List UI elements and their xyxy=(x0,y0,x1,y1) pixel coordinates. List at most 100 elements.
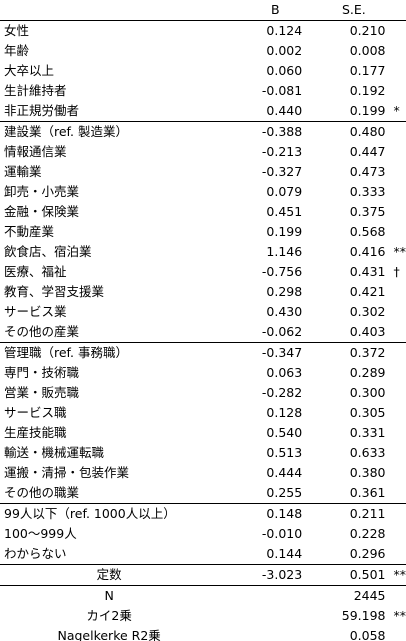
table-row: 定数 -3.023 0.501 ** xyxy=(0,564,406,586)
coef-b: -0.010 xyxy=(261,526,303,541)
header-row: B S.E. xyxy=(0,0,406,21)
row-label: 情報通信業 xyxy=(4,144,67,159)
row-label: 不動産業 xyxy=(4,224,55,239)
significance xyxy=(386,202,406,222)
significance xyxy=(385,585,406,606)
coef-b: 0.298 xyxy=(266,284,303,299)
coef-b: 0.060 xyxy=(266,63,303,78)
row-label: 金融・保険業 xyxy=(4,204,80,219)
coef-b: 0.430 xyxy=(266,304,303,319)
std-error: 0.372 xyxy=(302,342,386,363)
significance xyxy=(386,61,406,81)
row-label: 定数 xyxy=(0,564,219,586)
coef-b xyxy=(218,606,302,626)
table-row: わからない 0.144 0.296 xyxy=(0,544,406,565)
significance xyxy=(385,20,406,41)
table-row: サービス職 0.128 0.305 xyxy=(0,403,406,423)
row-label: わからない xyxy=(4,546,67,561)
table-row: 教育、学習支援業 0.298 0.421 xyxy=(0,282,406,302)
coef-b: 0.451 xyxy=(266,204,303,219)
header-b: B xyxy=(270,2,280,17)
table-row: 管理職（ref. 事務職） -0.347 0.372 xyxy=(0,342,406,363)
significance xyxy=(386,302,406,322)
row-label: その他の産業 xyxy=(4,324,80,339)
table-row: 輸送・機械運転職 0.513 0.633 xyxy=(0,443,406,463)
std-error: 0.380 xyxy=(349,465,386,480)
row-label: 生計維持者 xyxy=(4,83,67,98)
coef-b: -0.388 xyxy=(218,121,303,142)
std-error: 0.501 xyxy=(302,564,386,586)
table-row: 年齢 0.002 0.008 xyxy=(0,41,406,61)
row-label: 100～999人 xyxy=(4,526,77,541)
coef-b: -3.023 xyxy=(218,564,303,586)
table-row: 営業・販売職 -0.282 0.300 xyxy=(0,383,406,403)
table-row: その他の産業 -0.062 0.403 xyxy=(0,322,406,343)
std-error: 0.421 xyxy=(349,284,386,299)
coef-b xyxy=(218,626,303,641)
table-row: N 2445 xyxy=(0,585,406,606)
coef-b: 0.540 xyxy=(266,425,303,440)
row-label: サービス業 xyxy=(4,304,67,319)
std-error: 0.331 xyxy=(349,425,386,440)
table-row: 飲食店、宿泊業 1.146 0.416 ** xyxy=(0,242,406,262)
table-row: その他の職業 0.255 0.361 xyxy=(0,483,406,504)
significance xyxy=(386,182,406,202)
table-row: 大卒以上 0.060 0.177 xyxy=(0,61,406,81)
table-row: 非正規労働者 0.440 0.199 * xyxy=(0,101,406,122)
std-error: 0.177 xyxy=(349,63,386,78)
significance xyxy=(385,121,406,142)
std-error: 0.403 xyxy=(349,324,386,339)
std-error: 0.375 xyxy=(349,204,386,219)
significance xyxy=(386,423,406,443)
std-error: 0.361 xyxy=(349,485,386,500)
table-row: 生計維持者 -0.081 0.192 xyxy=(0,81,406,101)
table-row: 運搬・清掃・包装作業 0.444 0.380 xyxy=(0,463,406,483)
row-label: 建設業（ref. 製造業） xyxy=(0,121,219,142)
significance xyxy=(385,503,406,524)
table-row: 100～999人 -0.010 0.228 xyxy=(0,524,406,544)
significance xyxy=(386,322,406,343)
row-label: 医療、福祉 xyxy=(4,264,67,279)
std-error: 0.300 xyxy=(349,385,386,400)
table-row: 卸売・小売業 0.079 0.333 xyxy=(0,182,406,202)
table-row: 生産技能職 0.540 0.331 xyxy=(0,423,406,443)
coef-b: 0.128 xyxy=(266,405,303,420)
std-error: 0.302 xyxy=(349,304,386,319)
table-row: サービス業 0.430 0.302 xyxy=(0,302,406,322)
table-row: 金融・保険業 0.451 0.375 xyxy=(0,202,406,222)
significance xyxy=(386,383,406,403)
table-row: 建設業（ref. 製造業） -0.388 0.480 xyxy=(0,121,406,142)
row-label: 運輸業 xyxy=(4,164,42,179)
significance xyxy=(386,403,406,423)
row-label: 99人以下（ref. 1000人以上） xyxy=(0,503,219,524)
std-error: 0.192 xyxy=(349,83,386,98)
std-error: 0.210 xyxy=(302,20,386,41)
significance: ** xyxy=(393,244,406,259)
significance xyxy=(386,524,406,544)
significance xyxy=(386,162,406,182)
coef-b: -0.062 xyxy=(261,324,303,339)
std-error: 0.211 xyxy=(302,503,386,524)
coef-b: -0.327 xyxy=(261,164,303,179)
row-label: 管理職（ref. 事務職） xyxy=(0,342,219,363)
coef-b: -0.756 xyxy=(261,264,303,279)
significance xyxy=(385,626,406,641)
significance xyxy=(386,41,406,61)
table-row: 医療、福祉 -0.756 0.431 † xyxy=(0,262,406,282)
std-error: 0.633 xyxy=(349,445,386,460)
std-error: 0.305 xyxy=(349,405,386,420)
std-error: 0.431 xyxy=(349,264,386,279)
significance xyxy=(386,483,406,504)
std-error: 0.228 xyxy=(349,526,386,541)
significance xyxy=(386,81,406,101)
row-label: 輸送・機械運転職 xyxy=(4,445,105,460)
table-row: 女性 0.124 0.210 xyxy=(0,20,406,41)
std-error: 59.198 xyxy=(341,608,386,623)
table-row: 不動産業 0.199 0.568 xyxy=(0,222,406,242)
table-row: 情報通信業 -0.213 0.447 xyxy=(0,142,406,162)
row-label: 女性 xyxy=(0,20,219,41)
row-label: 飲食店、宿泊業 xyxy=(4,244,92,259)
